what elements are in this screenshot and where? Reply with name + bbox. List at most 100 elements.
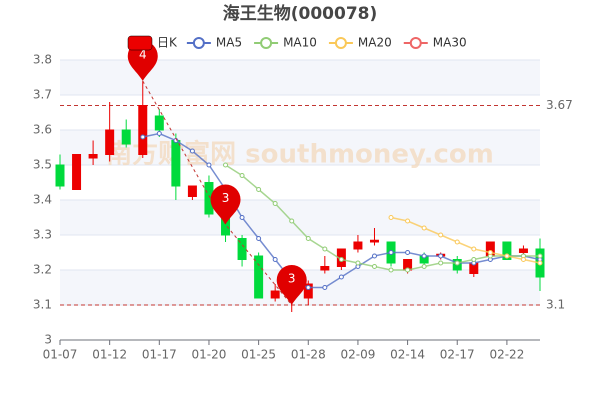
y-tick-label: 3.5 (33, 158, 52, 172)
ma-point (223, 162, 229, 168)
candle-body (237, 238, 247, 260)
legend-icon (260, 37, 273, 49)
candle-body (303, 283, 313, 299)
candle-body (105, 129, 115, 155)
ma-point (371, 253, 377, 259)
y-tick-label: 3 (44, 333, 52, 347)
ma-point (388, 250, 394, 255)
ma-point (388, 215, 394, 220)
y-tick-label: 3.6 (33, 123, 52, 137)
ma-point (140, 134, 146, 140)
ma-point (338, 257, 344, 262)
legend-label: 日K (157, 36, 178, 50)
candle-body (138, 105, 148, 155)
candle-body (518, 248, 528, 253)
ma-point (537, 253, 543, 259)
ma-point (272, 257, 278, 262)
ma-point (438, 260, 444, 266)
watermark: 南方财富网 southmoney.com (106, 139, 494, 170)
ma-point (256, 236, 262, 241)
ma-point (438, 253, 444, 259)
ma-point (487, 250, 493, 255)
candle-body (55, 164, 65, 187)
ma-point (239, 173, 245, 178)
candle-body (171, 140, 181, 187)
ma-point (537, 260, 543, 266)
chart-title: 海王生物(000078) (223, 3, 378, 24)
ma-point (405, 218, 411, 224)
marker-pin: 4 (127, 41, 158, 81)
ma-point (471, 246, 477, 252)
ma-point (338, 274, 344, 280)
x-tick-label: 01-20 (192, 348, 227, 362)
ma-point (156, 131, 162, 136)
y-tick-label: 3.2 (33, 263, 52, 277)
ma-point (454, 239, 460, 245)
candle-body (187, 185, 197, 197)
legend-icon (409, 37, 422, 49)
candle-body (154, 115, 164, 131)
ma-point (388, 267, 394, 273)
ma-point (322, 285, 328, 290)
ma-point (239, 215, 245, 220)
reference-label: 3.1 (546, 298, 565, 312)
ma-line (390, 216, 541, 264)
x-tick-label: 02-17 (440, 348, 475, 362)
marker-connector (142, 80, 293, 306)
x-tick-label: 01-28 (291, 348, 326, 362)
ma-point (189, 148, 195, 154)
ma-point (305, 236, 311, 241)
legend-label: MA30 (433, 36, 467, 50)
x-tick-label: 01-12 (92, 348, 127, 362)
ma-point (421, 253, 427, 259)
x-tick-label: 01-17 (142, 348, 177, 362)
candle-body (88, 154, 98, 159)
x-tick-label: 02-22 (489, 348, 524, 362)
ma-point (305, 285, 311, 290)
candle-body (320, 266, 330, 271)
x-tick-label: 01-07 (43, 348, 78, 362)
ma-point (504, 253, 510, 259)
pin-shape (210, 184, 241, 225)
pin-shape (127, 41, 158, 81)
legend-label: MA20 (358, 36, 392, 50)
ma-point (421, 225, 427, 231)
ma-line (225, 164, 540, 271)
ma-point (405, 267, 411, 273)
pin-label: 3 (288, 272, 296, 286)
candle-body (369, 239, 379, 243)
ma-point (471, 257, 477, 262)
ma-point (421, 264, 427, 269)
legend-label: MA10 (283, 36, 317, 50)
pin-label: 4 (139, 48, 147, 62)
candle-body (254, 255, 264, 299)
candle-body (270, 290, 280, 299)
ma-point (454, 260, 460, 266)
x-tick-label: 02-09 (340, 348, 375, 362)
ma-point (256, 187, 262, 192)
pin-shape (276, 265, 307, 305)
ma-point (206, 162, 212, 168)
ma-point (371, 264, 377, 269)
y-tick-label: 3.7 (33, 88, 52, 102)
candle-body (72, 154, 82, 190)
ma-point (405, 250, 411, 255)
ma-point (322, 246, 328, 252)
x-tick-label: 01-25 (241, 348, 276, 362)
candle-body (353, 241, 363, 250)
ma-point (355, 260, 361, 266)
y-tick-label: 3.8 (33, 53, 52, 67)
marker-pin: 3 (210, 184, 241, 225)
legend-label: MA5 (216, 36, 242, 50)
x-tick-label: 02-14 (390, 348, 425, 362)
y-tick-label: 3.3 (33, 228, 52, 242)
candle-body (121, 129, 131, 145)
ma-point (438, 232, 444, 238)
marker-pin: 3 (276, 265, 307, 305)
legend-icon (192, 37, 205, 49)
ma-point (289, 218, 295, 224)
y-tick-label: 3.4 (33, 193, 52, 207)
candle-body (502, 241, 512, 260)
ma-point (520, 257, 526, 262)
